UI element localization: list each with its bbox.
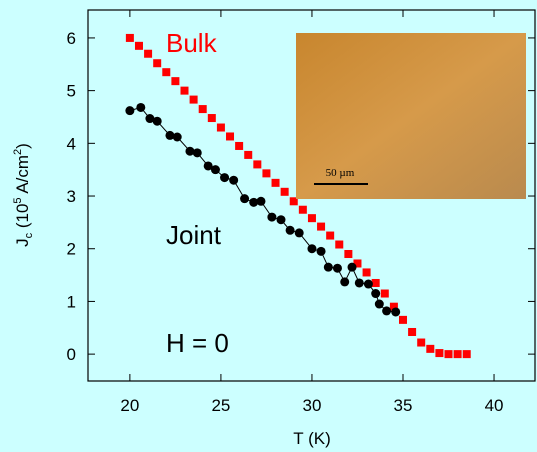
marker: [382, 306, 391, 315]
marker: [435, 349, 443, 357]
marker: [317, 223, 325, 231]
marker: [426, 345, 434, 353]
scale-label: 50 µm: [326, 167, 355, 179]
marker: [173, 133, 182, 142]
y-tick-label: 5: [67, 82, 76, 101]
marker: [335, 241, 343, 249]
y-tick-label: 3: [67, 187, 76, 206]
y-tick-label: 2: [67, 240, 76, 259]
marker: [217, 124, 225, 132]
marker: [235, 142, 243, 150]
y-tick-label: 6: [67, 29, 76, 48]
marker: [363, 268, 371, 276]
y-label-part: A/cm: [13, 155, 32, 198]
y-label-part: ): [13, 143, 32, 149]
x-tick-label: 20: [120, 396, 139, 415]
inset-photo: 50 µm: [296, 33, 526, 199]
marker: [307, 244, 316, 253]
x-tick-label: 30: [302, 396, 321, 415]
marker: [190, 96, 198, 104]
marker: [371, 289, 380, 298]
marker: [211, 165, 220, 174]
marker: [454, 350, 462, 358]
annotation: Bulk: [166, 28, 218, 58]
marker: [199, 105, 207, 113]
y-tick-label: 0: [67, 345, 76, 364]
annotation: Joint: [166, 220, 222, 250]
marker: [463, 350, 471, 358]
marker: [153, 117, 162, 126]
marker: [181, 87, 189, 95]
marker: [381, 290, 389, 298]
marker: [256, 197, 265, 206]
marker: [391, 307, 400, 316]
marker: [348, 263, 357, 272]
marker: [125, 106, 134, 115]
marker: [281, 188, 289, 196]
marker: [277, 215, 286, 224]
annotation: H = 0: [166, 328, 229, 358]
marker: [344, 250, 352, 258]
marker: [317, 247, 326, 256]
marker: [126, 34, 134, 42]
marker: [135, 42, 143, 50]
marker: [355, 278, 364, 287]
x-tick-label: 25: [211, 396, 230, 415]
marker: [226, 132, 234, 140]
x-tick-label: 35: [394, 396, 413, 415]
y-label-part: J: [13, 238, 32, 247]
x-tick-label: 40: [485, 396, 504, 415]
y-tick-label: 1: [67, 292, 76, 311]
y-tick-label: 4: [67, 134, 76, 153]
marker: [364, 280, 373, 289]
marker: [340, 277, 349, 286]
marker: [326, 232, 334, 240]
marker: [229, 176, 238, 185]
marker: [299, 206, 307, 214]
marker: [162, 68, 170, 76]
marker: [324, 263, 333, 272]
marker: [417, 339, 425, 347]
marker: [171, 77, 179, 85]
marker: [136, 103, 145, 112]
marker: [408, 328, 416, 336]
marker: [208, 114, 216, 122]
marker: [144, 50, 152, 58]
chart: 50 µm T (K) Jc (105 A/cm2) 2025303540012…: [0, 0, 537, 452]
marker: [445, 350, 453, 358]
marker: [253, 160, 261, 168]
marker: [372, 279, 380, 287]
marker: [153, 59, 161, 67]
marker: [399, 316, 407, 324]
y-axis-label: Jc (105 A/cm2): [12, 143, 35, 247]
marker: [240, 194, 249, 203]
marker: [244, 151, 252, 159]
marker: [375, 300, 384, 309]
marker: [193, 148, 202, 157]
marker: [220, 173, 229, 182]
marker: [262, 169, 270, 177]
marker: [272, 179, 280, 187]
marker: [286, 226, 295, 235]
y-label-part: (10: [13, 204, 32, 233]
marker: [308, 214, 316, 222]
marker: [333, 264, 342, 273]
x-axis-label: T (K): [293, 429, 330, 448]
marker: [267, 213, 276, 222]
marker: [295, 228, 304, 237]
